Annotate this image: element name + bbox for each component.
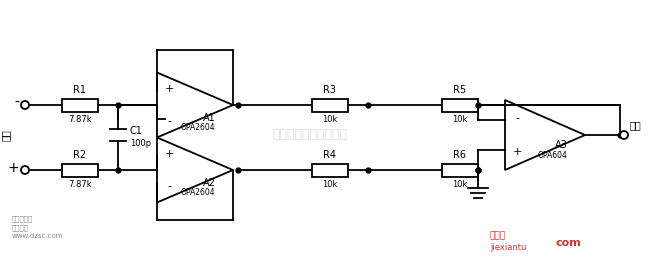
Bar <box>442 164 478 177</box>
Text: OPA2604: OPA2604 <box>181 188 215 197</box>
Text: 7.87k: 7.87k <box>68 115 92 124</box>
Bar <box>62 99 98 112</box>
Bar <box>312 164 348 177</box>
Text: jiexiantu: jiexiantu <box>490 243 526 252</box>
Text: 输入: 输入 <box>1 129 11 141</box>
Text: -: - <box>167 181 171 191</box>
Text: 接线图: 接线图 <box>490 231 506 240</box>
Text: A3: A3 <box>555 140 567 150</box>
Text: 10k: 10k <box>322 180 338 189</box>
Circle shape <box>620 131 628 139</box>
Text: R2: R2 <box>73 150 86 160</box>
Text: -: - <box>14 96 19 110</box>
Text: OPA604: OPA604 <box>538 151 568 160</box>
Text: com: com <box>555 238 580 248</box>
Circle shape <box>21 101 29 109</box>
Text: A2: A2 <box>203 178 216 188</box>
Bar <box>442 99 478 112</box>
Bar <box>312 99 348 112</box>
Text: +: + <box>164 149 174 159</box>
Text: 10k: 10k <box>452 115 468 124</box>
Text: 杭州楷智科技有限公司: 杭州楷智科技有限公司 <box>272 129 348 141</box>
Text: 100p: 100p <box>130 139 151 147</box>
Text: -: - <box>515 113 519 123</box>
Text: +: + <box>164 84 174 94</box>
Text: R1: R1 <box>73 85 86 95</box>
Text: 10k: 10k <box>452 180 468 189</box>
Text: R3: R3 <box>324 85 337 95</box>
Text: 维库一下: 维库一下 <box>12 224 29 231</box>
Text: C1: C1 <box>130 126 143 136</box>
Bar <box>62 164 98 177</box>
Text: -: - <box>167 116 171 126</box>
Text: OPA2604: OPA2604 <box>181 123 215 132</box>
Text: 找芯片一下: 找芯片一下 <box>12 215 33 222</box>
Text: 10k: 10k <box>322 115 338 124</box>
Text: +: + <box>7 161 19 175</box>
Text: R6: R6 <box>454 150 467 160</box>
Text: R5: R5 <box>454 85 467 95</box>
Text: 输出: 输出 <box>630 120 642 130</box>
Text: www.dzsc.com: www.dzsc.com <box>12 233 64 239</box>
Text: R4: R4 <box>324 150 337 160</box>
Text: +: + <box>512 147 522 157</box>
Circle shape <box>21 166 29 174</box>
Text: 7.87k: 7.87k <box>68 180 92 189</box>
Text: A1: A1 <box>203 113 216 123</box>
